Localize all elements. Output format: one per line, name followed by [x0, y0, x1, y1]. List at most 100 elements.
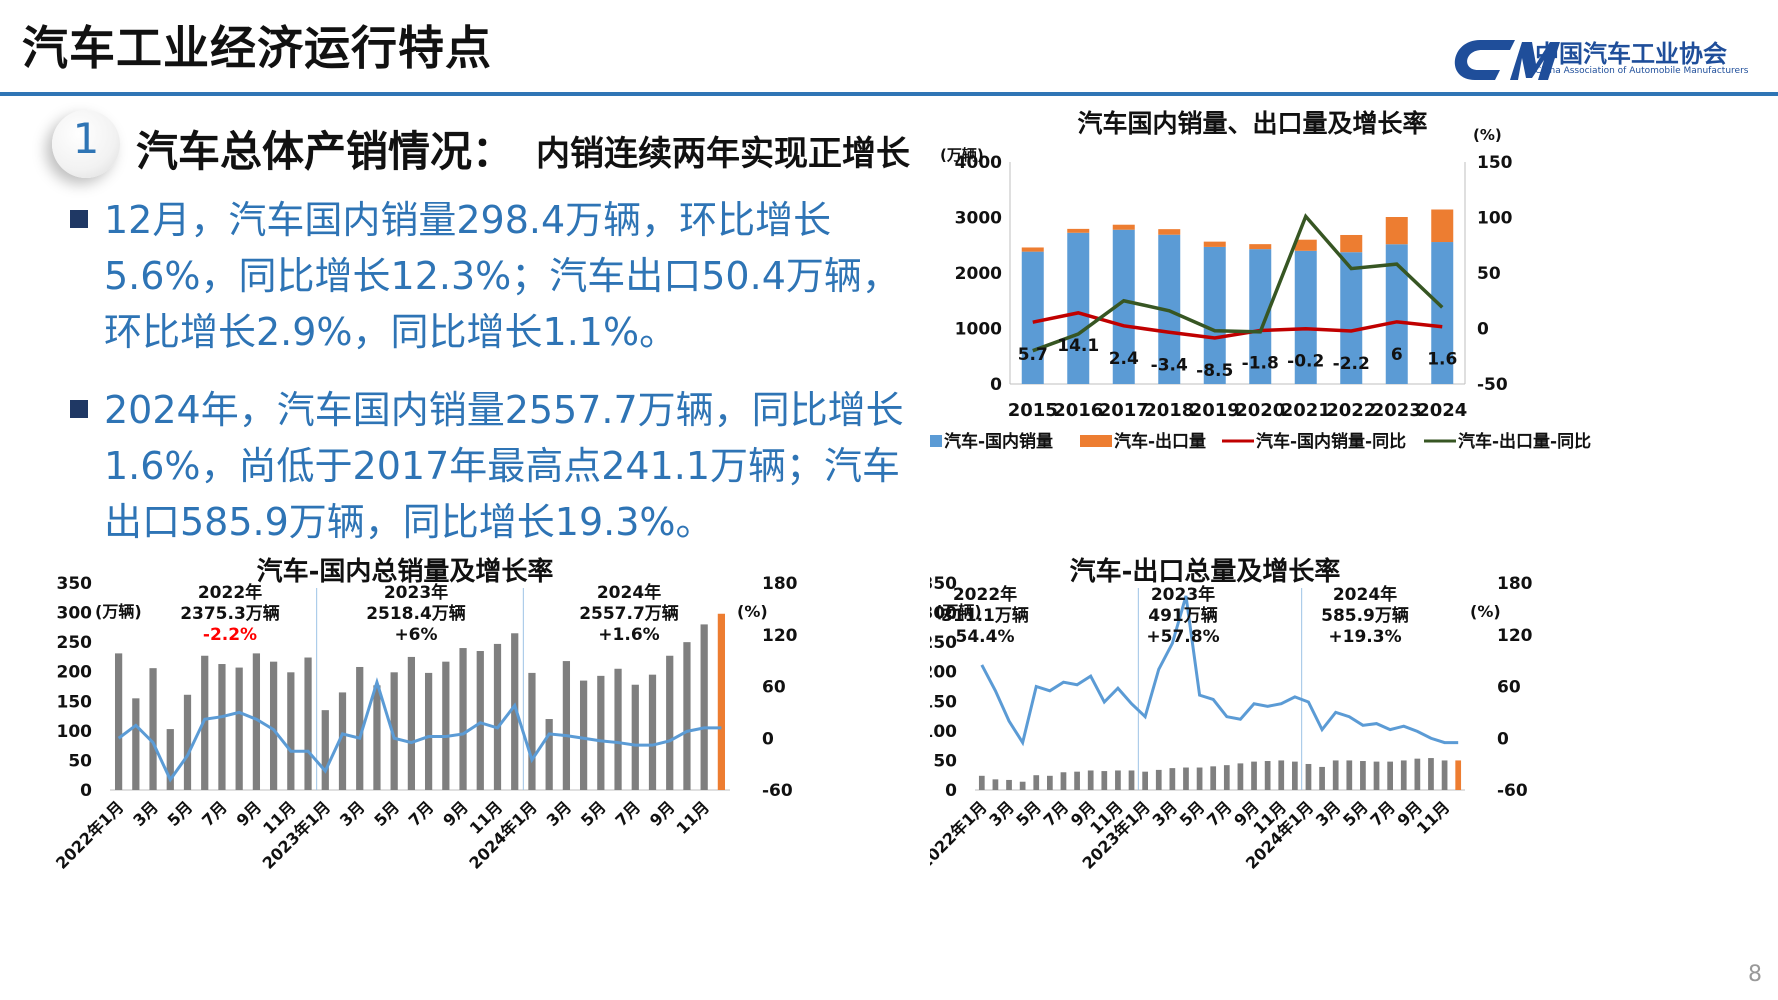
y-left-tick-label: 0	[80, 781, 92, 801]
bar-month	[1196, 767, 1203, 790]
x-tick-label: 5月	[577, 797, 610, 830]
bar-month	[1033, 775, 1040, 790]
bar-month	[1115, 770, 1121, 790]
y-left-tick-label: 0	[990, 375, 1002, 395]
y-left-tick-label: 4000	[955, 153, 1002, 173]
title-divider	[0, 92, 1778, 96]
bar-export	[1249, 244, 1272, 250]
bar-domestic	[1431, 242, 1454, 384]
bar-month	[614, 668, 622, 790]
annotation-total: 2375.3万辆	[180, 603, 280, 624]
bar-month	[1142, 771, 1148, 790]
annotation-growth: +6%	[394, 625, 437, 645]
legend-swatch	[930, 435, 942, 447]
bar-month	[1155, 769, 1162, 790]
x-tick-label: 11月	[1413, 797, 1454, 838]
x-tick-label: 7月	[1203, 797, 1236, 830]
bar-month	[235, 667, 243, 790]
x-tick-label: 2019	[1190, 400, 1240, 421]
legend-label: 汽车-出口量	[1114, 431, 1206, 452]
bar-export	[1431, 209, 1454, 243]
section-number: 1	[72, 114, 100, 163]
y-left-tick-label: 300	[57, 604, 93, 624]
bar-domestic	[1203, 246, 1226, 384]
bar-month	[700, 624, 708, 790]
line-export-yoy	[1032, 213, 1444, 353]
x-tick-label: 7月	[198, 797, 231, 830]
bar-month	[992, 779, 999, 790]
y-right-tick-label: -60	[762, 781, 793, 801]
y-right-tick-label: 120	[762, 626, 798, 646]
y-right-tick-label: 120	[1497, 626, 1533, 646]
x-tick-label: 3月	[985, 797, 1018, 830]
annotation-total: 2557.7万辆	[579, 603, 679, 624]
bullet-square-icon	[70, 210, 88, 228]
annotation-year: 2022年	[198, 582, 262, 603]
y-right-unit: (%)	[1473, 126, 1502, 144]
bar-export	[1158, 229, 1181, 235]
data-label: -2.2	[1333, 354, 1370, 374]
bar-month	[287, 672, 295, 790]
bar-month	[978, 775, 985, 790]
annotation-year: 2024年	[597, 582, 661, 603]
legend-swatch	[1080, 435, 1112, 447]
bar-month	[1373, 761, 1380, 790]
bar-month	[562, 661, 571, 790]
bar-month	[1019, 781, 1026, 790]
x-tick-label: 7月	[1040, 797, 1073, 830]
annotation-growth: +57.8%	[1146, 627, 1219, 647]
bar-export	[1340, 234, 1363, 253]
bar-domestic	[1294, 250, 1317, 384]
y-right-tick-label: 100	[1477, 209, 1513, 229]
bar-month	[390, 672, 398, 790]
y-left-unit: (万辆)	[935, 602, 982, 621]
data-label: -1.8	[1242, 353, 1279, 373]
y-left-unit: (万辆)	[95, 602, 142, 621]
y-left-tick-label: 250	[930, 633, 957, 653]
bar-month	[373, 685, 381, 790]
x-tick-label: 5月	[1339, 797, 1372, 830]
bar-month	[459, 648, 467, 790]
y-right-tick-label: -60	[1497, 781, 1528, 801]
bar-month	[631, 684, 639, 790]
bar-domestic	[1249, 249, 1272, 384]
bar-export	[1203, 241, 1226, 247]
x-tick-label: 5月	[164, 797, 197, 830]
y-left-tick-label: 50	[933, 751, 957, 771]
bar-month	[1346, 760, 1353, 790]
bar-month	[269, 661, 278, 790]
bar-month	[1237, 763, 1244, 790]
y-right-tick-label: 180	[1497, 574, 1533, 594]
bar-month	[493, 643, 502, 790]
page-title: 汽车工业经济运行特点	[22, 21, 492, 75]
data-label: -0.2	[1287, 352, 1324, 372]
bar-month	[1264, 761, 1271, 790]
annotation-total: 2518.4万辆	[366, 603, 466, 624]
bar-month	[1128, 770, 1135, 790]
legend-label: 汽车-出口量-同比	[1458, 431, 1591, 452]
y-right-tick-label: 50	[1477, 264, 1501, 284]
annotation-total: 311.1万辆	[941, 605, 1029, 626]
bar-month	[424, 672, 433, 790]
annotation-year: 2022年	[953, 584, 1017, 605]
bar-export	[1294, 239, 1317, 251]
x-tick-label: 2022年1月	[52, 797, 127, 872]
bar-month	[1223, 765, 1230, 790]
bar-month	[545, 719, 553, 790]
bar-month	[1047, 775, 1053, 790]
logo-text: 中国汽车工业协会	[1535, 40, 1727, 68]
bar-month	[1428, 758, 1434, 790]
x-tick-label: 3月	[1149, 797, 1182, 830]
y-left-tick-label: 3000	[955, 209, 1002, 229]
bar-month	[1400, 760, 1407, 790]
bar-domestic	[1385, 244, 1408, 384]
bar-month	[356, 666, 364, 790]
bar-month	[1455, 760, 1462, 790]
data-label: 14.1	[1057, 336, 1099, 356]
y-right-tick-label: 60	[762, 678, 786, 698]
y-left-tick-label: 250	[57, 633, 93, 653]
bar-month	[321, 710, 329, 790]
bullet-text-december: 12月，汽车国内销量298.4万辆，环比增长5.6%，同比增长12.3%；汽车出…	[104, 198, 900, 354]
line-yoy	[980, 595, 1459, 747]
bar-month	[1251, 761, 1257, 790]
